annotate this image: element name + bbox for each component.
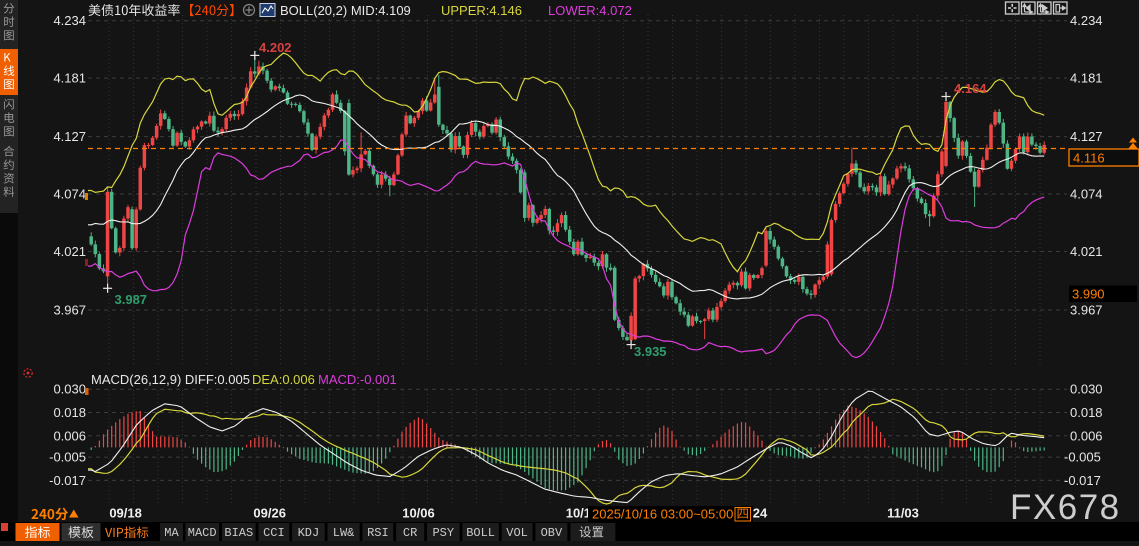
svg-text:LW&: LW& [333,526,355,540]
svg-text:CCI: CCI [263,526,285,540]
svg-text:-0.017: -0.017 [49,473,86,488]
svg-text:LOWER:4.072: LOWER:4.072 [548,3,632,18]
svg-text:-0.005: -0.005 [1064,450,1101,465]
svg-text:0.030: 0.030 [1070,382,1103,397]
svg-text:4.127: 4.127 [53,129,86,144]
svg-text:4.181: 4.181 [1070,71,1103,86]
svg-text:MACD(26,12,9) DIFF:0.005: MACD(26,12,9) DIFF:0.005 [91,372,250,387]
svg-text:4.202: 4.202 [259,40,292,55]
svg-text:MA: MA [164,526,179,540]
svg-text:MACD: MACD [188,526,217,540]
svg-text:DEA:0.006: DEA:0.006 [252,372,315,387]
svg-text:RSI: RSI [367,526,389,540]
svg-text:BOLL(20,2) MID:4.109: BOLL(20,2) MID:4.109 [280,3,411,18]
svg-text:4.021: 4.021 [53,244,86,259]
svg-text:4.074: 4.074 [1070,187,1103,202]
svg-text:CR: CR [403,526,417,540]
svg-text:3.987: 3.987 [115,292,148,307]
svg-text:4.164: 4.164 [954,81,987,96]
svg-text:2025/10/16 03:00~05:00: 2025/10/16 03:00~05:00 [592,507,733,522]
svg-text:4.127: 4.127 [1070,129,1103,144]
svg-text:OBV: OBV [541,526,563,540]
svg-text:4.181: 4.181 [53,71,86,86]
svg-text:3.967: 3.967 [1070,303,1103,318]
svg-text:0.006: 0.006 [1070,428,1103,443]
svg-text:0.006: 0.006 [53,428,86,443]
svg-text:4.074: 4.074 [53,187,86,202]
svg-text:4.234: 4.234 [53,13,86,28]
svg-text:VOL: VOL [506,526,528,540]
svg-text:MACD:-0.001: MACD:-0.001 [318,372,397,387]
svg-text:09/18: 09/18 [109,506,142,521]
svg-text:09/26: 09/26 [253,506,286,521]
svg-text:KDJ: KDJ [298,526,320,540]
svg-text:UPPER:4.146: UPPER:4.146 [441,3,522,18]
svg-text:4.234: 4.234 [1070,13,1103,28]
svg-text:4.021: 4.021 [1070,244,1103,259]
svg-text:BIAS: BIAS [224,526,253,540]
svg-text:3.935: 3.935 [634,344,667,359]
svg-text:11/03: 11/03 [887,506,919,521]
svg-text:0.018: 0.018 [53,405,86,420]
svg-text:0.018: 0.018 [1070,405,1103,420]
svg-text:PSY: PSY [432,526,454,540]
svg-text:FX678: FX678 [1010,488,1121,527]
svg-text:3.990: 3.990 [1072,287,1105,302]
svg-text:10/06: 10/06 [402,506,435,521]
svg-text:3.967: 3.967 [53,303,86,318]
svg-text:-0.005: -0.005 [49,450,86,465]
svg-text:4.116: 4.116 [1073,151,1105,166]
svg-text:-0.017: -0.017 [1064,473,1101,488]
svg-text:0.030: 0.030 [53,382,86,397]
svg-text:BOLL: BOLL [466,526,495,540]
